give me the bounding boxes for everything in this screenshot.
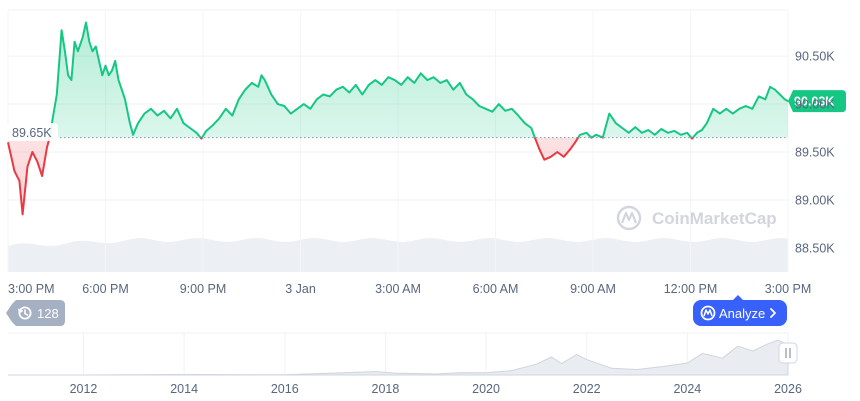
analyze-button[interactable]: Analyze [693, 295, 787, 326]
price-area-fill [8, 22, 788, 215]
area-above-baseline [8, 22, 788, 138]
analyze-logo-icon [700, 305, 716, 321]
history-count: 128 [37, 306, 59, 321]
navigator-year-label: 2026 [774, 382, 802, 396]
x-tick-label: 3:00 PM [765, 282, 812, 296]
x-tick-label: 6:00 PM [82, 282, 129, 296]
x-tick-label: 3:00 AM [375, 282, 421, 296]
coinmarketcap-watermark: CoinMarketCap [616, 205, 777, 231]
vertical-gridlines [7, 10, 789, 272]
y-tick-label: 90.50K [795, 50, 835, 64]
x-axis-tick-labels: 3:00 PM 6:00 PM 9:00 PM 3 Jan 3:00 AM 6:00 AM… [8, 282, 811, 296]
current-price-badge: 90.03K [788, 90, 846, 113]
price-line-up [48, 21, 789, 138]
chevron-right-icon [770, 308, 776, 318]
history-badge[interactable]: 128 [6, 300, 65, 326]
navigator-year-labels: 2012 2014 2016 2018 2020 2022 2024 2026 [70, 382, 802, 396]
y-tick-label: 90.00K [795, 98, 835, 112]
price-line [7, 21, 789, 216]
x-tick-label: 3:00 PM [8, 282, 55, 296]
baseline-value-label: 89.65K [12, 126, 52, 140]
navigator-year-label: 2016 [271, 382, 299, 396]
navigator-history-area [8, 339, 789, 376]
x-tick-label: 12:00 PM [664, 282, 718, 296]
navigator-year-label: 2018 [372, 382, 400, 396]
navigator-year-label: 2022 [573, 382, 601, 396]
navigator-handle[interactable] [778, 342, 798, 364]
x-tick-label: 9:00 PM [180, 282, 227, 296]
navigator-year-label: 2014 [170, 382, 198, 396]
watermark-text: CoinMarketCap [652, 209, 777, 228]
x-tick-label: 3 Jan [285, 282, 316, 296]
analyze-label: Analyze [719, 306, 765, 321]
navigator-area [8, 339, 789, 376]
y-tick-label: 89.00K [795, 194, 835, 208]
x-tick-label: 9:00 AM [570, 282, 616, 296]
y-axis-tick-labels: 90.50K 90.00K 89.50K 89.00K 88.50K [795, 50, 835, 256]
baseline-label: 89.65K [6, 123, 58, 141]
coinmarketcap-logo-icon [616, 205, 642, 231]
current-price-label: 90.03K [794, 95, 834, 109]
history-clock-icon [18, 306, 32, 320]
y-tick-label: 88.50K [795, 242, 835, 256]
x-tick-label: 6:00 AM [473, 282, 519, 296]
navigator-year-label: 2024 [673, 382, 701, 396]
navigator-year-label: 2012 [70, 382, 98, 396]
navigator-year-label: 2020 [472, 382, 500, 396]
y-tick-label: 89.50K [795, 146, 835, 160]
